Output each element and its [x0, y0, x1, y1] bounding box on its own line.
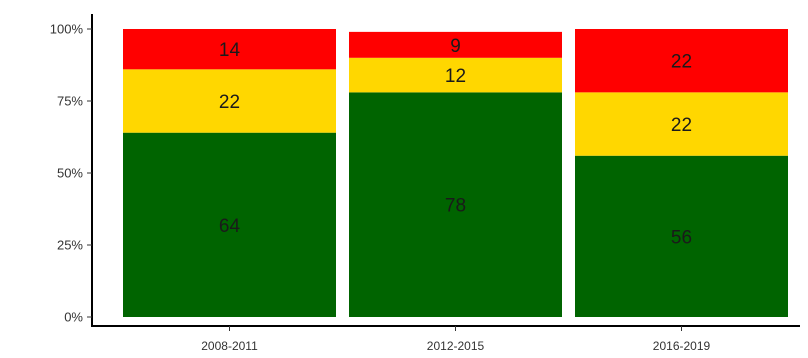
bar-value-label: 22 — [671, 52, 692, 73]
bar-value-label: 9 — [450, 36, 461, 57]
y-tick-label: 25% — [57, 238, 83, 253]
bar-segment-1-2008-2011 — [123, 69, 336, 133]
bar-value-label: 56 — [671, 227, 692, 248]
bar-segment-2-2016-2019 — [575, 29, 788, 93]
bar-value-label: 14 — [219, 40, 241, 61]
y-tick-label: 75% — [57, 94, 83, 109]
bar-value-label: 78 — [445, 196, 466, 217]
bar-segment-0-2008-2011 — [123, 132, 336, 317]
bar-value-label: 22 — [671, 115, 692, 136]
y-tick-label: 100% — [50, 22, 84, 37]
bar-segment-1-2016-2019 — [575, 92, 788, 156]
y-tick-label: 50% — [57, 166, 83, 181]
bar-segment-2-2008-2011 — [123, 29, 336, 70]
x-axis-ticks: 2008-2011 2012-2015 2016-2019 — [201, 326, 711, 353]
x-tick-label: 2008-2011 — [201, 339, 258, 353]
x-tick-label: 2016-2019 — [653, 339, 711, 353]
bar-value-label: 22 — [219, 92, 240, 113]
bar-value-label: 12 — [445, 66, 466, 87]
bar-segment-0-2016-2019 — [575, 155, 788, 317]
bar-segment-0-2012-2015 — [349, 92, 562, 317]
plot-area: 64 22 14 78 12 9 56 22 22 — [123, 29, 788, 317]
bar-value-label: 64 — [219, 216, 241, 237]
bar-segment-2-2012-2015 — [349, 31, 562, 58]
y-tick-label: 0% — [64, 310, 83, 325]
y-axis-ticks: 0% 25% 50% 75% 100% — [50, 22, 92, 325]
bar-segment-1-2012-2015 — [349, 57, 562, 93]
x-tick-label: 2012-2015 — [427, 339, 485, 353]
